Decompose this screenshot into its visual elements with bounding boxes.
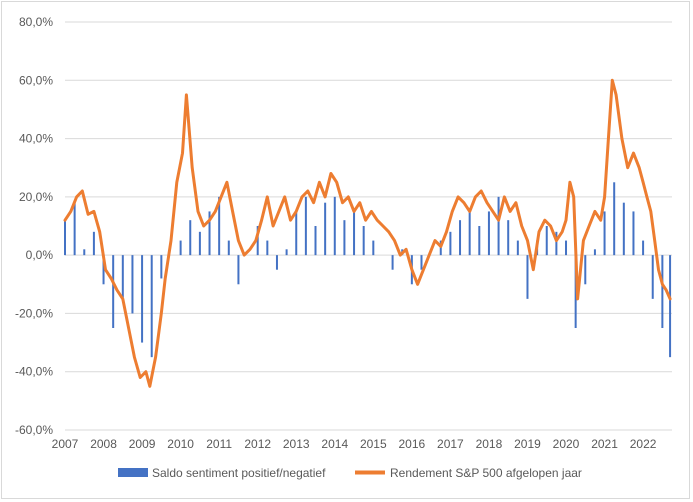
sentiment-bar [198, 231, 201, 256]
y-tick-label: 40,0% [19, 132, 53, 146]
x-tick-label: 2018 [476, 437, 503, 451]
sentiment-bar [632, 211, 635, 256]
y-tick-label: -20,0% [15, 306, 53, 320]
legend-swatch-bars [118, 468, 148, 477]
sentiment-bar [353, 211, 356, 256]
sentiment-bar [64, 220, 66, 256]
sentiment-bar [478, 226, 481, 256]
sentiment-bar [266, 240, 269, 256]
sentiment-bar [372, 240, 375, 256]
y-tick-label: 0,0% [26, 248, 54, 262]
sentiment-bar [314, 226, 317, 256]
sentiment-bar [391, 255, 394, 270]
sentiment-bar [227, 240, 230, 256]
sentiment-bar [651, 255, 654, 299]
sentiment-bar [218, 196, 221, 256]
sentiment-bar [208, 211, 211, 256]
sentiment-bar [141, 255, 144, 343]
y-tick-label: 20,0% [19, 190, 53, 204]
sentiment-bar [102, 255, 105, 285]
sentiment-bar [613, 182, 616, 256]
sentiment-bar [295, 211, 298, 256]
x-tick-label: 2009 [129, 437, 156, 451]
sentiment-bar [507, 220, 510, 256]
sentiment-bar [593, 249, 596, 256]
sentiment-bar [112, 255, 115, 328]
sentiment-bar [343, 220, 346, 256]
x-tick-label: 2020 [553, 437, 580, 451]
x-tick-label: 2008 [90, 437, 117, 451]
sentiment-bar [324, 202, 327, 256]
sentiment-bar [83, 249, 86, 256]
sentiment-bar [574, 255, 577, 328]
sentiment-bar [189, 220, 192, 256]
y-tick-label: -60,0% [15, 423, 53, 437]
x-tick-label: 2010 [167, 437, 194, 451]
sentiment-bar [362, 226, 365, 256]
sentiment-bar [131, 255, 134, 314]
series-bars [64, 182, 672, 358]
y-gridlines [65, 21, 672, 431]
x-tick-label: 2015 [360, 437, 387, 451]
sentiment-bar [603, 211, 606, 256]
sp500-return-line [63, 78, 672, 388]
sentiment-bar [275, 255, 278, 270]
sentiment-bar [179, 240, 182, 256]
x-tick-label: 2017 [437, 437, 464, 451]
x-tick-label: 2011 [206, 437, 232, 451]
sentiment-bar [642, 240, 645, 256]
legend: Saldo sentiment positief/negatief Rendeme… [118, 466, 582, 480]
sentiment-bar [285, 249, 288, 256]
x-tick-label: 2016 [399, 437, 426, 451]
x-tick-label: 2012 [244, 437, 271, 451]
sentiment-bar [333, 196, 336, 256]
sentiment-bar [160, 255, 163, 279]
y-tick-label: -40,0% [15, 365, 53, 379]
sentiment-bar [669, 255, 672, 358]
x-tick-label: 2021 [591, 437, 618, 451]
x-tick-label: 2007 [52, 437, 79, 451]
y-tick-label: 80,0% [19, 15, 53, 29]
x-tick-label: 2013 [283, 437, 310, 451]
sentiment-bar [150, 255, 153, 358]
sentiment-bar [622, 202, 625, 256]
sentiment-bar [256, 226, 259, 256]
sentiment-bar [497, 196, 500, 256]
sentiment-bar [516, 240, 519, 256]
legend-label-bars: Saldo sentiment positief/negatief [152, 466, 326, 480]
sentiment-bar [121, 255, 124, 299]
sentiment-bar [73, 202, 76, 256]
sentiment-bar [459, 220, 462, 256]
sentiment-bar [449, 231, 452, 256]
sentiment-bar [526, 255, 529, 299]
y-tick-label: 60,0% [19, 73, 53, 87]
sentiment-bar [545, 226, 548, 256]
sentiment-bar [565, 240, 568, 256]
sentiment-bar [468, 211, 471, 256]
sentiment-bar [661, 255, 664, 328]
sentiment-bar [487, 211, 490, 256]
legend-label-line: Rendement S&P 500 afgelopen jaar [390, 466, 582, 480]
x-tick-label: 2014 [321, 437, 348, 451]
x-tick-label: 2022 [630, 437, 657, 451]
sentiment-bar [584, 255, 587, 285]
x-tick-label: 2019 [514, 437, 541, 451]
sentiment-bar [555, 231, 558, 256]
sentiment-bar [237, 255, 240, 285]
sentiment-bar [420, 255, 423, 270]
sentiment-bar [92, 231, 95, 256]
sentiment-bar [304, 196, 307, 256]
